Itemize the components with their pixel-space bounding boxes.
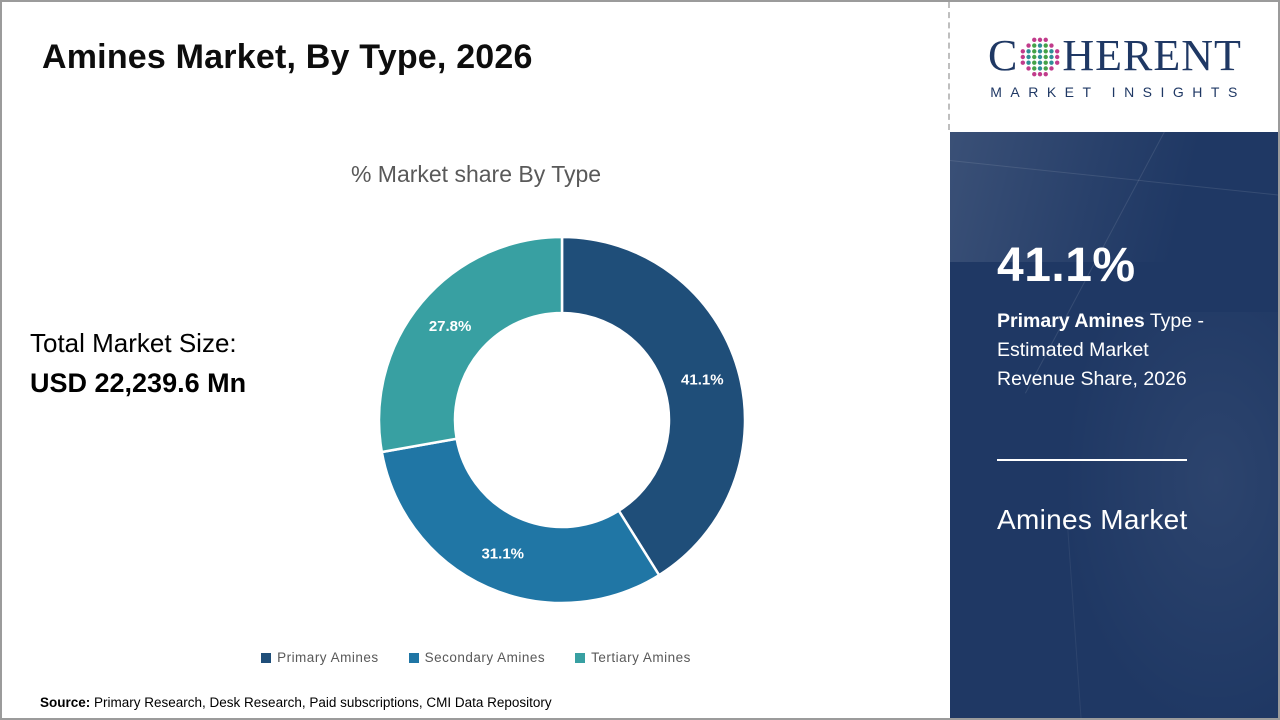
legend-item-tertiary-amines: Tertiary Amines	[575, 650, 691, 665]
legend-swatch-icon	[261, 652, 272, 663]
logo-letter-c: C	[988, 31, 1019, 80]
donut-chart-svg: 41.1% 31.1% 27.8%	[377, 235, 747, 605]
legend-item-secondary-amines: Secondary Amines	[408, 650, 546, 665]
dashed-separator	[948, 2, 950, 130]
total-market-size-block: Total Market Size: USD 22,239.6 Mn	[30, 328, 246, 399]
legend-label: Primary Amines	[277, 650, 379, 665]
donut-segment-secondary-amines	[380, 437, 661, 605]
logo-dotted-o-icon	[1021, 37, 1060, 77]
chart-legend: Primary Amines Secondary Amines Tertiary…	[2, 650, 950, 665]
logo-letters-herent: HERENT	[1062, 31, 1242, 80]
source-footnote: Source: Primary Research, Desk Research,…	[40, 695, 552, 710]
legend-label: Tertiary Amines	[591, 650, 691, 665]
donut-chart: 41.1% 31.1% 27.8%	[372, 230, 752, 610]
legend-item-primary-amines: Primary Amines	[261, 650, 379, 665]
donut-segment-label: 31.1%	[481, 545, 524, 562]
coherent-logo: C HERENT MARKET INSIGHTS	[950, 2, 1278, 132]
sidebar-stat-value: 41.1%	[997, 239, 1136, 292]
sidebar-stat-description: Primary Amines Type - Estimated Market R…	[997, 307, 1219, 394]
logo-wordmark: C HERENT	[988, 34, 1242, 78]
donut-segment-primary-amines	[560, 235, 747, 577]
source-label: Source:	[40, 695, 91, 710]
page-title: Amines Market, By Type, 2026	[42, 38, 533, 76]
sidebar-texture-glow	[1060, 312, 1278, 718]
sidebar-texture-band	[950, 132, 1278, 262]
sidebar-market-name: Amines Market	[997, 504, 1188, 535]
donut-segment-label: 27.8%	[429, 318, 472, 335]
total-market-size-label: Total Market Size:	[30, 328, 237, 358]
source-text: Primary Research, Desk Research, Paid su…	[90, 695, 552, 710]
chart-title: % Market share By Type	[350, 161, 602, 187]
sidebar-divider	[997, 459, 1187, 461]
donut-segment-tertiary-amines	[377, 235, 564, 454]
legend-label: Secondary Amines	[424, 650, 546, 665]
legend-swatch-icon	[575, 652, 586, 663]
sidebar-panel: 41.1% Primary Amines Type - Estimated Ma…	[950, 132, 1278, 718]
total-market-size-value: USD 22,239.6 Mn	[30, 368, 247, 398]
sidebar-stat-description-rest: Type - Estimated Market Revenue Share, 2…	[997, 310, 1205, 390]
donut-segment-label: 41.1%	[681, 372, 724, 389]
legend-swatch-icon	[408, 652, 419, 663]
sidebar-stat-description-bold: Primary Amines	[997, 310, 1145, 332]
logo-subtitle: MARKET INSIGHTS	[990, 84, 1246, 100]
